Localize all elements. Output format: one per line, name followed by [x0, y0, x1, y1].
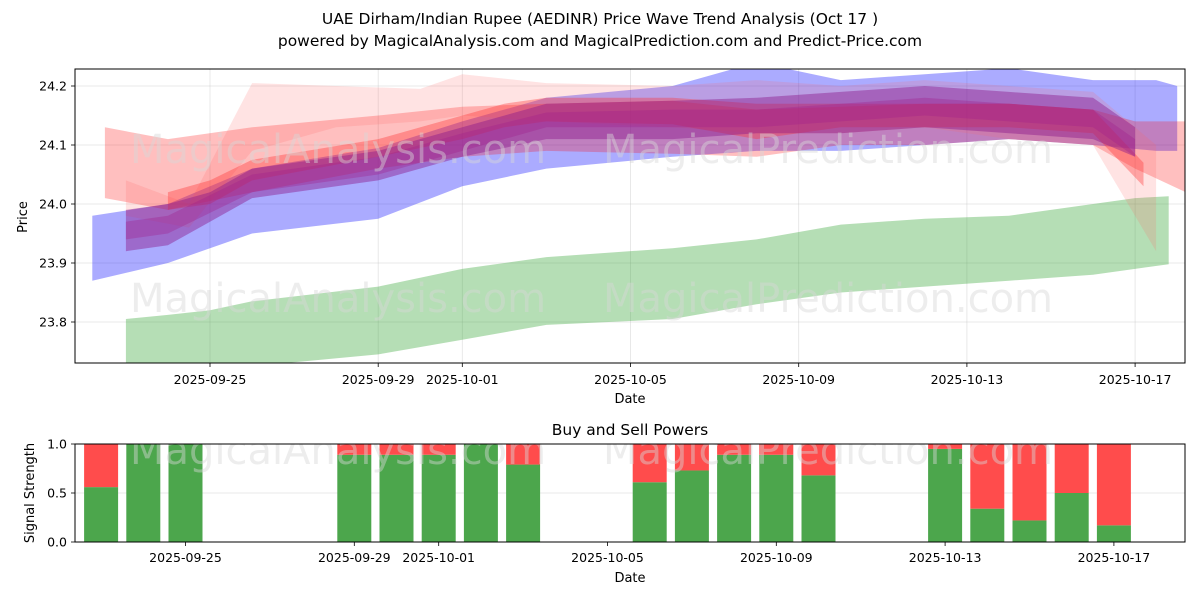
x-tick-label: 2025-09-29 [342, 372, 415, 387]
y-tick-label: 1.0 [47, 437, 67, 452]
purple-band-core [125, 86, 1136, 252]
buy-bar [463, 444, 498, 542]
signal-y-ticks: 0.0 0.5 1.0 [47, 437, 75, 550]
x-tick-label: 2025-09-29 [318, 550, 391, 565]
y-tick-label: 0.0 [47, 535, 67, 550]
sell-bar [506, 444, 541, 465]
x-tick-label: 2025-10-09 [762, 372, 835, 387]
sell-bar [421, 444, 456, 455]
y-tick-label: 23.9 [39, 256, 67, 271]
buy-bar [168, 444, 203, 542]
x-tick-label: 2025-10-17 [1078, 550, 1151, 565]
green-band [125, 196, 1169, 363]
x-tick-label: 2025-09-25 [174, 372, 247, 387]
price-y-ticks: 23.8 23.9 24.0 24.1 24.2 [39, 79, 75, 330]
price-bands [92, 69, 1185, 363]
buy-bar [801, 475, 836, 542]
watermark: MagicalPrediction.com [603, 276, 1053, 322]
x-tick-label: 2025-10-17 [1099, 372, 1172, 387]
blue-band [92, 69, 1178, 281]
x-tick-label: 2025-10-13 [931, 372, 1004, 387]
buy-bar [717, 454, 752, 542]
x-tick-label: 2025-10-09 [740, 550, 813, 565]
sell-bar [970, 444, 1005, 509]
signal-bars [84, 444, 1131, 542]
red-band-core [167, 97, 1144, 210]
x-tick-label: 2025-10-13 [909, 550, 982, 565]
price-axes-frame [74, 68, 1186, 364]
price-x-label: Date [614, 392, 645, 407]
x-tick-label: 2025-10-01 [426, 372, 499, 387]
sell-bar [1012, 444, 1047, 521]
price-y-label: Price [16, 201, 31, 233]
purple-band-mid [125, 97, 1136, 240]
sell-bar [1096, 444, 1131, 526]
buy-bar [337, 454, 372, 542]
sell-bar [1054, 444, 1089, 493]
red-band-light [125, 74, 1157, 252]
buy-bar [1096, 525, 1131, 542]
buy-bar [928, 448, 963, 542]
y-tick-label: 23.8 [39, 315, 67, 330]
watermark: MagicalPrediction.com [603, 428, 1053, 474]
sell-bar [337, 444, 372, 455]
x-tick-label: 2025-10-05 [571, 550, 644, 565]
price-grid [75, 69, 1185, 363]
buy-bar [759, 454, 794, 542]
sell-bar [674, 444, 709, 471]
y-tick-label: 0.5 [47, 486, 67, 501]
buy-bar [506, 464, 541, 542]
sell-bar [379, 444, 414, 455]
y-tick-label: 24.0 [39, 197, 67, 212]
buy-bar [970, 508, 1005, 542]
signal-watermarks: MagicalAnalysis.com MagicalPrediction.co… [130, 428, 1053, 474]
sell-bar [84, 444, 119, 488]
buy-bar [84, 487, 119, 542]
price-x-ticks: 2025-09-25 2025-09-29 2025-10-01 2025-10-05… [174, 363, 1172, 387]
y-tick-label: 24.1 [39, 138, 67, 153]
sell-bar [632, 444, 667, 483]
watermark: MagicalAnalysis.com [130, 276, 546, 322]
chart-subtitle: powered by MagicalAnalysis.com and Magic… [277, 32, 923, 50]
price-watermarks: MagicalAnalysis.com MagicalPrediction.co… [130, 127, 1053, 322]
y-tick-label: 24.2 [39, 79, 67, 94]
signal-y-label: Signal Strength [23, 443, 38, 543]
buy-bar [674, 470, 709, 542]
buy-bar [632, 482, 667, 542]
watermark: MagicalAnalysis.com [130, 127, 546, 173]
buy-bar [421, 454, 456, 542]
x-tick-label: 2025-09-25 [149, 550, 222, 565]
x-tick-label: 2025-10-01 [402, 550, 475, 565]
signal-x-ticks: 2025-09-25 2025-09-29 2025-10-01 2025-10-05… [149, 542, 1150, 565]
x-tick-label: 2025-10-05 [594, 372, 667, 387]
sell-bar [717, 444, 752, 455]
sell-bar [801, 444, 836, 476]
buy-bar [1054, 493, 1089, 542]
sell-bar [759, 444, 794, 455]
signal-x-label: Date [614, 571, 645, 586]
buy-bar [1012, 520, 1047, 542]
red-band-outer [104, 100, 1185, 210]
watermark: MagicalPrediction.com [603, 127, 1053, 173]
signal-title: Buy and Sell Powers [552, 421, 709, 439]
chart-title: UAE Dirham/Indian Rupee (AEDINR) Price W… [321, 10, 879, 28]
buy-bar [126, 444, 161, 542]
watermark: MagicalAnalysis.com [130, 428, 546, 474]
sell-bar [928, 444, 963, 449]
buy-bar [379, 454, 414, 542]
